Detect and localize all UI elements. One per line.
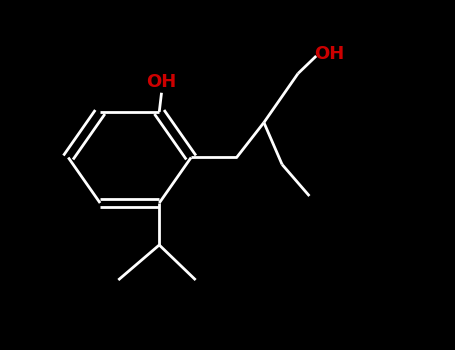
Text: OH: OH — [147, 73, 177, 91]
Text: OH: OH — [314, 45, 344, 63]
